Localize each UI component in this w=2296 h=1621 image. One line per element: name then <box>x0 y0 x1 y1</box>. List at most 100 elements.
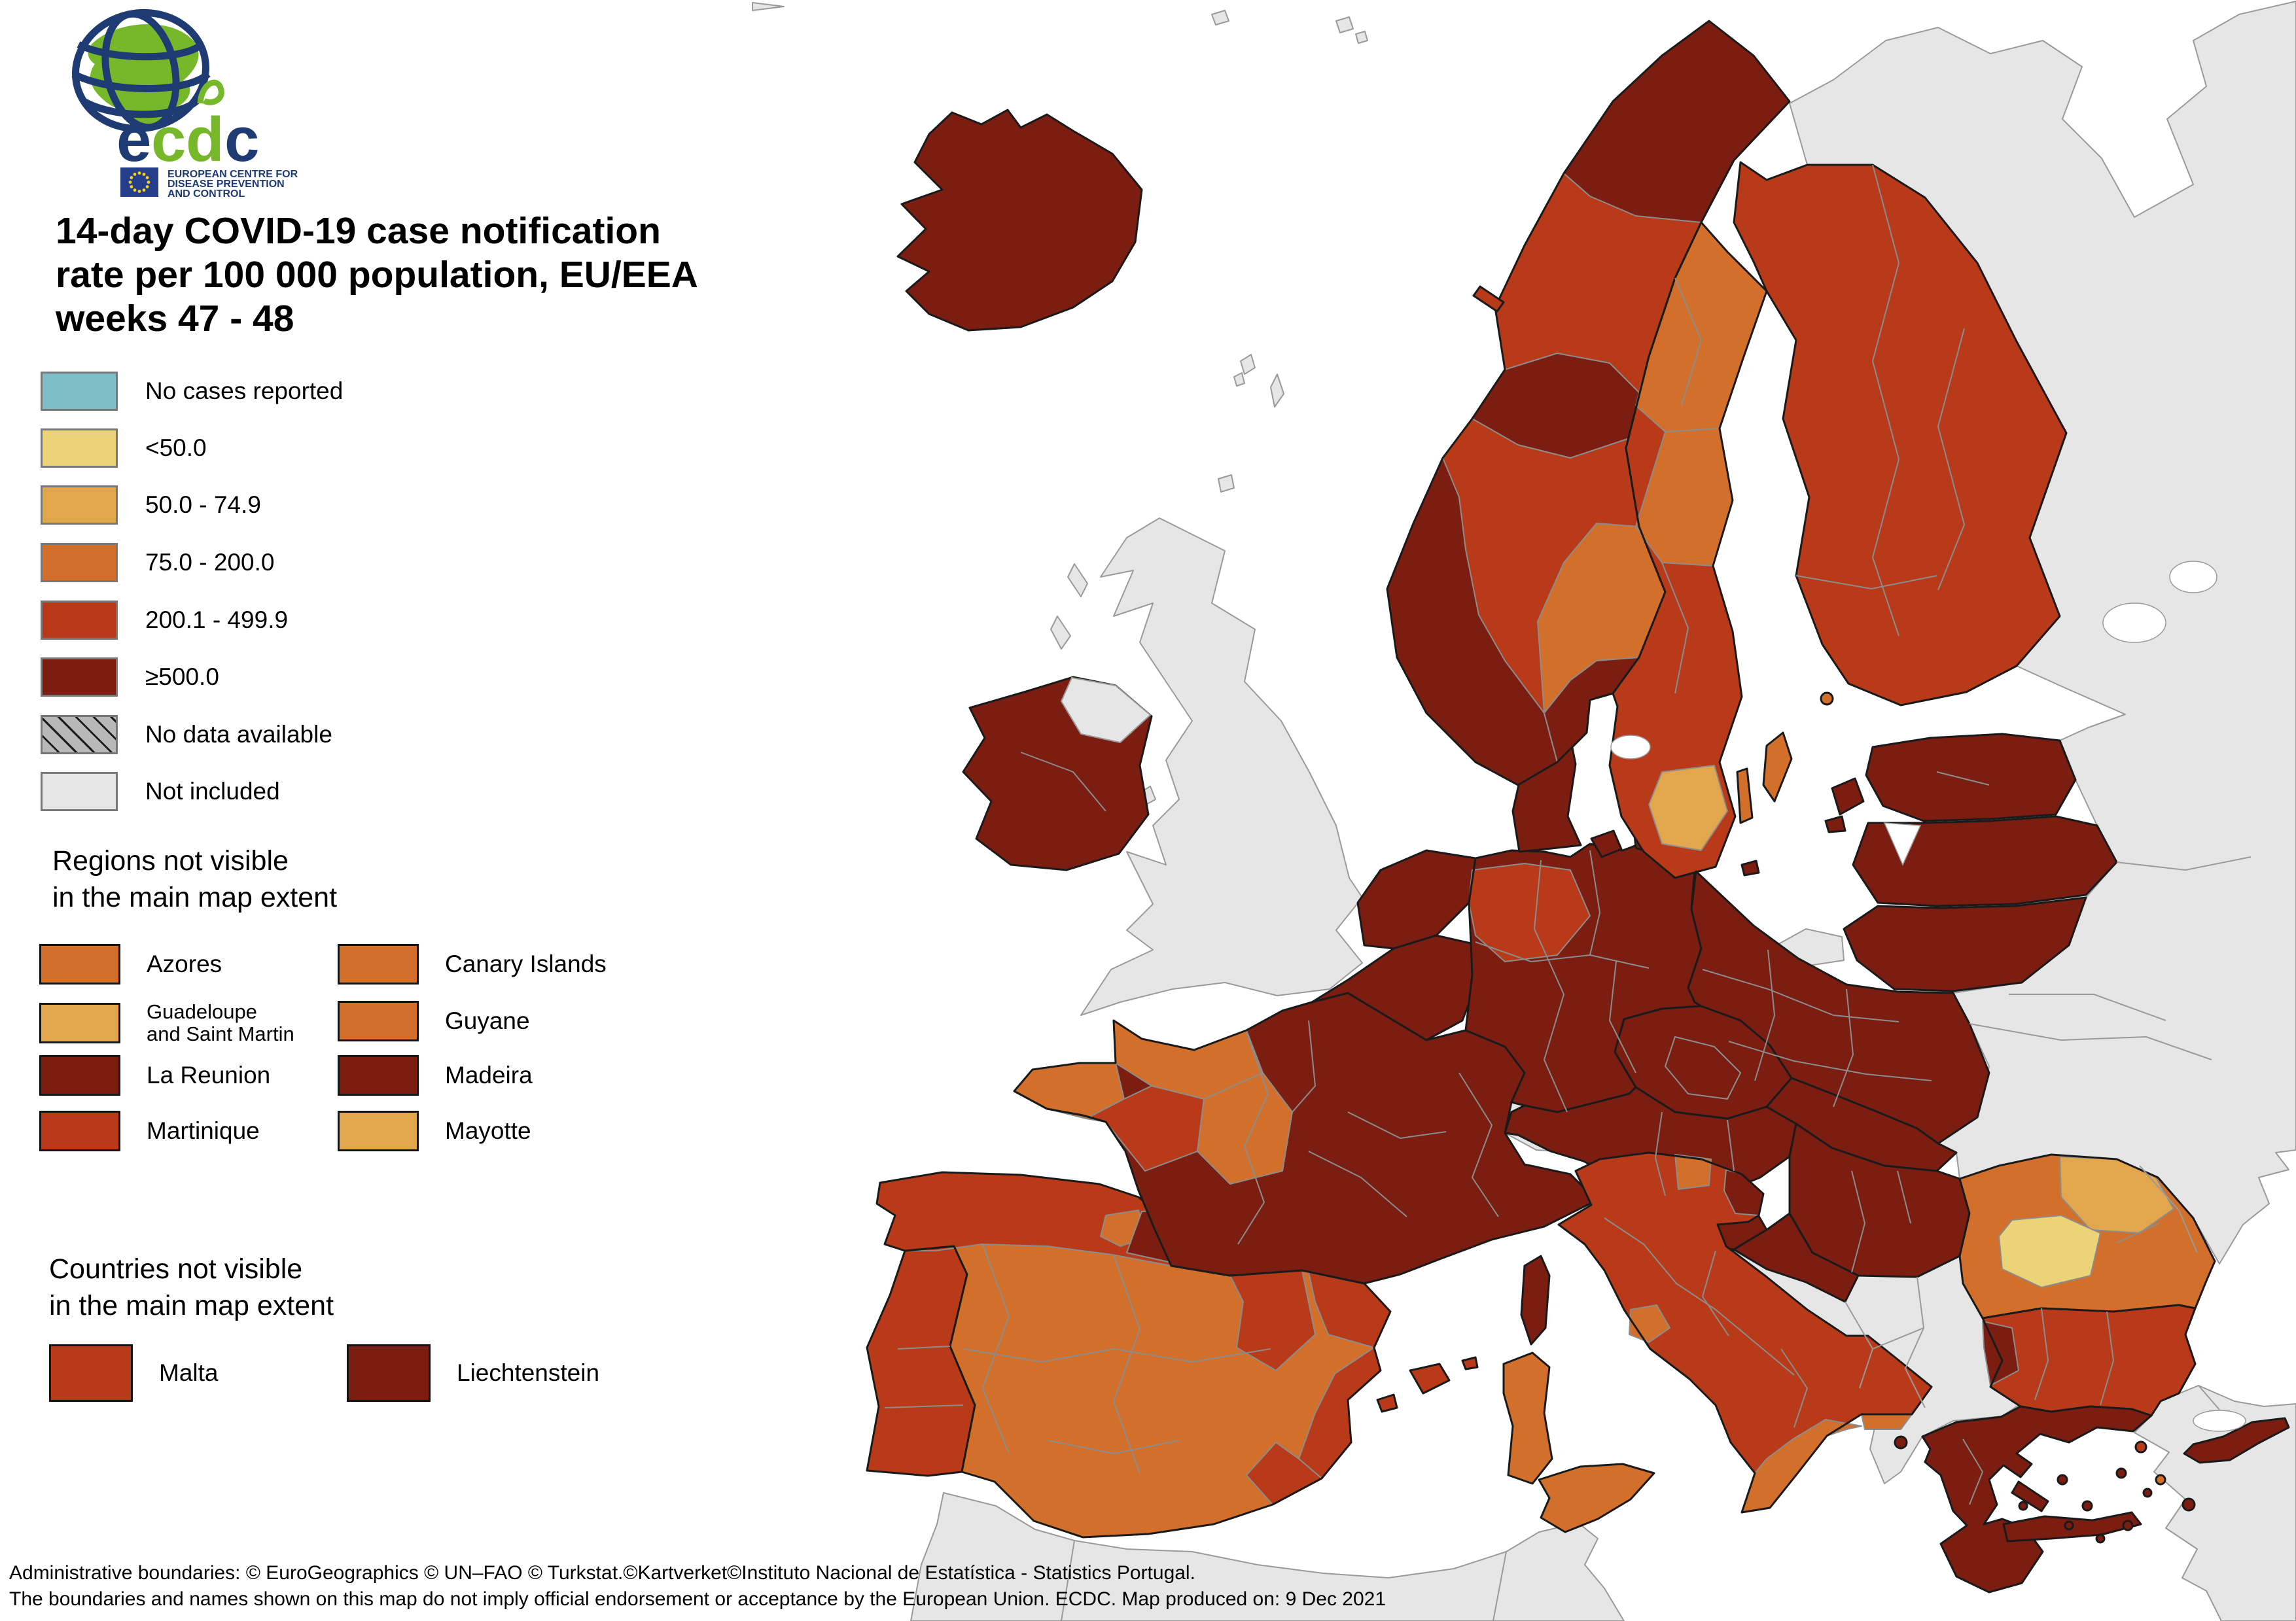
region-balearic-islands <box>1376 1356 1479 1413</box>
region-label: Guyane <box>445 1007 530 1034</box>
legend-label: 50.0 - 74.9 <box>145 491 261 518</box>
lake-onega <box>2169 561 2217 593</box>
logo-letter: d <box>186 105 224 175</box>
region-swatch-azores <box>39 944 120 985</box>
region-label: Guadeloupe and Saint Martin <box>147 1001 294 1045</box>
footer-disclaimer: The boundaries and names shown on this m… <box>9 1588 1386 1610</box>
region-france-pays-loire <box>1086 1085 1205 1172</box>
map-title: 14-day COVID-19 case notification rate p… <box>56 209 698 341</box>
region-sicily <box>1538 1463 1655 1533</box>
region-item-guyane: Guyane <box>338 1001 530 1041</box>
region-label-line2: and Saint Martin <box>147 1022 294 1045</box>
title-line1: 14-day COVID-19 case notification <box>56 210 661 252</box>
legend-swatch-not-included <box>41 772 118 811</box>
legend-item-lt50: <50.0 <box>41 428 207 468</box>
title-line2: rate per 100 000 population, EU/EEA <box>56 254 698 296</box>
eu-flag-icon <box>120 167 158 197</box>
gulf-of-riga <box>1883 822 1922 866</box>
lakes <box>2102 561 2246 1432</box>
legend-item-no-data: No data available <box>41 715 332 754</box>
regions-header-line2: in the main map extent <box>52 882 338 913</box>
logo-letter: e <box>116 105 151 175</box>
globe-icon <box>71 9 211 133</box>
legend-label: 200.1 - 499.9 <box>145 606 289 633</box>
org-line: DISEASE PREVENTION <box>168 179 285 190</box>
country-label: Liechtenstein <box>457 1359 600 1386</box>
land-hebrides <box>1050 563 1088 650</box>
region-swatch-guyane <box>338 1001 419 1041</box>
region-item-la-reunion: La Reunion <box>39 1055 270 1096</box>
countries-header-line2: in the main map extent <box>49 1290 334 1321</box>
legend-swatch-75-200 <box>41 543 118 582</box>
country-swatch-malta <box>49 1344 133 1402</box>
legend-label: ≥500.0 <box>145 663 219 690</box>
legend-item-not-included: Not included <box>41 772 280 811</box>
region-gotland <box>1736 731 1793 824</box>
title-line3: weeks 47 - 48 <box>56 298 294 340</box>
region-label: La Reunion <box>147 1062 271 1089</box>
legend-swatch-ge500 <box>41 657 118 697</box>
countries-header-line1: Countries not visible <box>49 1253 303 1285</box>
gray-internal-borders <box>1061 856 2252 1621</box>
land-svalbard-fragments <box>752 2 1368 44</box>
country-label: Malta <box>159 1359 219 1386</box>
region-sardinia <box>1502 1351 1553 1485</box>
legend-label: No data available <box>145 721 332 748</box>
countries-not-visible-header: Countries not visible in the main map ex… <box>49 1251 334 1324</box>
region-label: Mayotte <box>445 1117 531 1144</box>
land-northern-ireland <box>1061 677 1151 743</box>
region-corsica <box>1520 1255 1551 1346</box>
legend-item-75-200: 75.0 - 200.0 <box>41 543 274 582</box>
legend-item-200-499: 200.1 - 499.9 <box>41 601 288 640</box>
region-swatch-madeira <box>338 1055 419 1096</box>
region-label: Canary Islands <box>445 950 607 977</box>
legend-item-50-74: 50.0 - 74.9 <box>41 485 261 525</box>
region-item-guadeloupe: Guadeloupe and Saint Martin <box>39 1001 294 1045</box>
region-item-mayotte: Mayotte <box>338 1111 531 1151</box>
legend-swatch-no-cases <box>41 372 118 411</box>
region-swatch-canary <box>338 944 419 985</box>
rated-countries <box>866 20 2290 1594</box>
country-estonia <box>1865 733 2077 822</box>
region-swatch-guadeloupe <box>39 1003 120 1043</box>
ecdc-wordmark: e c d c <box>116 79 259 175</box>
land-united-kingdom <box>1080 517 1363 1016</box>
region-item-canary-islands: Canary Islands <box>338 944 607 985</box>
region-item-madeira: Madeira <box>338 1055 533 1096</box>
country-latvia <box>1852 815 2118 907</box>
land-shetland-orkney <box>1218 374 1284 493</box>
region-aland <box>1820 691 1834 706</box>
ecdc-logo: e c d c EUROPEAN CENTRE FOR DISEASE PREV… <box>71 9 298 200</box>
region-romania-center <box>1998 1215 2101 1288</box>
region-swatch-la-reunion <box>39 1055 120 1096</box>
sea-of-marmara <box>2193 1410 2246 1432</box>
country-netherlands <box>1356 849 1477 950</box>
legend-swatch-200-499 <box>41 601 118 640</box>
region-greece-euboea <box>2011 1480 2049 1512</box>
region-estonia-islands <box>1824 777 1865 833</box>
region-swatch-mayotte <box>338 1111 419 1151</box>
legend-item-no-cases: No cases reported <box>41 372 343 411</box>
land-faroe-islands <box>1233 354 1256 387</box>
logo-letter: c <box>151 105 186 175</box>
country-swatch-liechtenstein <box>347 1344 431 1402</box>
legend-swatch-50-74 <box>41 485 118 525</box>
logo-letter: c <box>224 105 259 175</box>
region-label: Martinique <box>147 1117 260 1144</box>
region-lofoten <box>1472 285 1505 313</box>
region-france-centre <box>1197 1072 1293 1185</box>
region-greek-islands <box>1894 1435 2196 1544</box>
region-item-martinique: Martinique <box>39 1111 260 1151</box>
legend-label: Not included <box>145 778 280 805</box>
region-label: Madeira <box>445 1062 533 1089</box>
legend-item-ge500: ≥500.0 <box>41 657 219 697</box>
lake-ladoga <box>2102 602 2166 643</box>
legend-label: <50.0 <box>145 434 207 461</box>
regions-not-visible-header: Regions not visible in the main map exte… <box>52 843 337 916</box>
legend-swatch-lt50 <box>41 428 118 468</box>
country-item-malta: Malta <box>49 1344 218 1402</box>
lake-vanern <box>1610 735 1651 759</box>
legend-label: 75.0 - 200.0 <box>145 549 275 576</box>
